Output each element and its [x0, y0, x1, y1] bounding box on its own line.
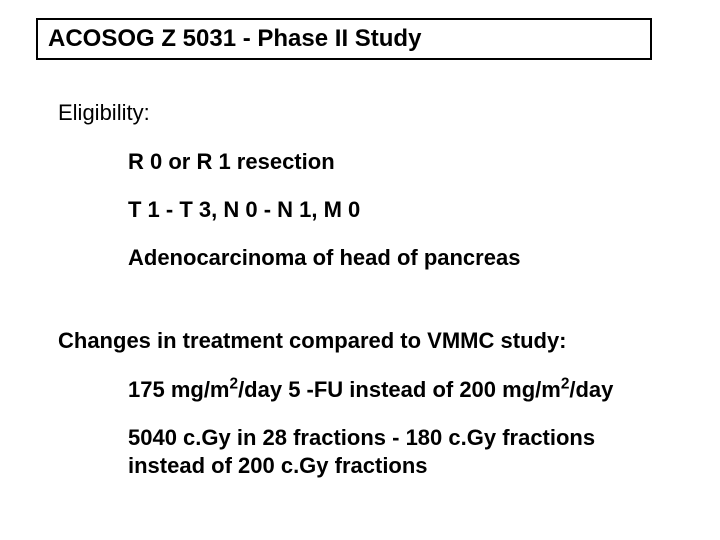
eligibility-item: Adenocarcinoma of head of pancreas [128, 244, 660, 272]
eligibility-item: R 0 or R 1 resection [128, 148, 660, 176]
slide-title: ACOSOG Z 5031 - Phase II Study [48, 25, 421, 53]
changes-item: 175 mg/m2/day 5 -FU instead of 200 mg/m2… [128, 376, 660, 404]
eligibility-item: T 1 - T 3, N 0 - N 1, M 0 [128, 196, 660, 224]
slide: ACOSOG Z 5031 - Phase II Study Eligibili… [0, 0, 720, 540]
changes-item: 5040 c.Gy in 28 fractions - 180 c.Gy fra… [128, 424, 660, 479]
eligibility-label: Eligibility: [58, 100, 150, 126]
title-box: ACOSOG Z 5031 - Phase II Study [36, 18, 652, 60]
changes-label: Changes in treatment compared to VMMC st… [58, 328, 567, 354]
